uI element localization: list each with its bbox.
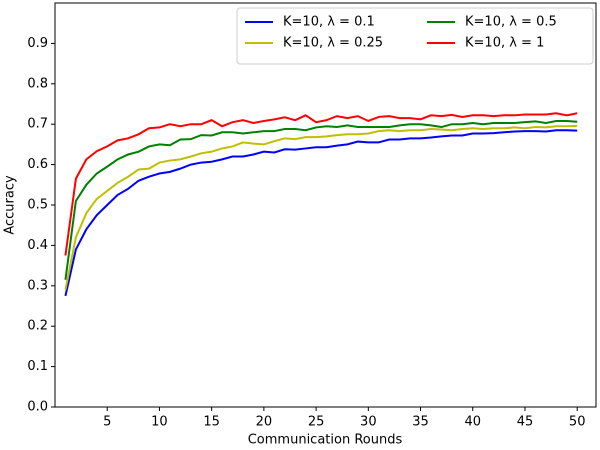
series-line <box>64 112 578 256</box>
y-tick-label: 0.8 <box>27 76 48 91</box>
x-tick-label: 40 <box>464 415 481 430</box>
x-tick-label: 50 <box>569 415 586 430</box>
x-tick-label: 15 <box>203 415 220 430</box>
x-axis-label: Communication Rounds <box>248 433 403 448</box>
x-tick-label: 20 <box>256 415 273 430</box>
legend-label: K=10, λ = 0.5 <box>465 15 557 30</box>
legend-label: K=10, λ = 0.25 <box>283 36 383 51</box>
y-axis-label: Accuracy <box>3 175 18 235</box>
series-line <box>64 129 578 297</box>
y-tick-label: 0.7 <box>27 117 48 132</box>
y-tick-label: 0.2 <box>27 319 48 334</box>
legend-box <box>236 7 594 65</box>
x-tick-label: 5 <box>103 415 111 430</box>
x-tick-label: 35 <box>412 415 429 430</box>
y-tick-label: 0.0 <box>27 400 48 415</box>
series-line <box>64 119 578 280</box>
y-tick-label: 0.9 <box>27 36 48 51</box>
x-tick-label: 10 <box>151 415 168 430</box>
y-tick-label: 0.1 <box>27 359 48 374</box>
legend-label: K=10, λ = 1 <box>465 36 544 51</box>
x-tick-label: 30 <box>360 415 377 430</box>
plot-frame <box>54 2 597 408</box>
legend-label: K=10, λ = 0.1 <box>283 15 375 30</box>
y-tick-label: 0.6 <box>27 157 48 172</box>
y-tick-label: 0.5 <box>27 198 48 213</box>
x-tick-label: 25 <box>308 415 325 430</box>
series-line <box>64 124 578 291</box>
x-tick-label: 45 <box>517 415 534 430</box>
y-tick-label: 0.4 <box>27 238 48 253</box>
y-tick-label: 0.3 <box>27 278 48 293</box>
